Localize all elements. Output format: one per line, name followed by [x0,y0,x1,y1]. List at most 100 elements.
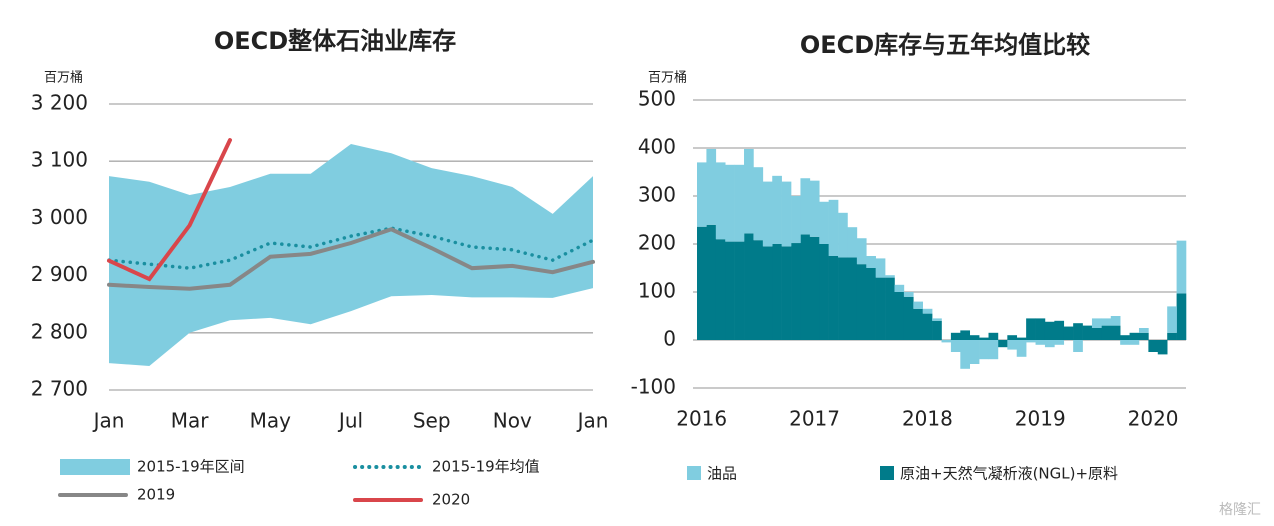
y-tick-label: 200 [638,231,676,255]
y-tick-label: 3 000 [31,205,88,229]
bar [1035,340,1046,345]
y-tick-label: 100 [638,279,676,303]
bar [762,246,773,340]
bar [1016,340,1027,357]
bar [725,241,735,340]
y-tick-label: 2 900 [31,262,88,286]
bar [800,234,811,340]
bar [753,167,764,241]
bar [1157,340,1168,355]
y-tick-label: 500 [638,87,676,111]
bar [706,148,717,225]
bar [1054,320,1065,340]
series-line [107,226,595,270]
bar [922,313,933,340]
bar [1110,316,1121,326]
bar [1007,335,1018,340]
bar [1101,318,1112,326]
bar [800,178,811,235]
bar [1035,318,1046,340]
bar [1176,293,1187,340]
bar [866,268,876,340]
bar [828,199,839,256]
legend-label: 油品 [707,465,737,483]
x-tick-label: 2019 [1015,407,1066,431]
bar [885,277,895,340]
series-line [107,138,232,282]
bar [875,277,886,340]
bar [1026,318,1036,340]
bar [988,332,999,340]
legend-swatch [60,459,130,475]
bar [706,224,717,340]
chart-title: OECD库存与五年均值比较 [800,31,1090,59]
bar [1054,340,1065,345]
bar [941,340,952,343]
bar [838,212,848,258]
bar [856,264,867,340]
bar [866,256,876,268]
bar [1129,340,1140,345]
x-tick-label: May [250,409,292,433]
bar [1091,328,1102,340]
legend-label: 2015-19年区间 [137,458,245,476]
bar [960,340,971,369]
chart-title: OECD整体石油业库存 [214,27,456,55]
x-tick-label: 2017 [789,407,840,431]
bar [950,332,961,340]
bar [1073,340,1083,352]
x-tick-label: Nov [493,409,532,433]
bar [715,162,726,240]
bar [734,241,745,340]
legend-label: 2019 [137,486,175,504]
bar [1120,335,1130,340]
bar [809,180,820,237]
y-tick-label: 400 [638,135,676,159]
range-area [109,144,593,366]
bar [697,162,707,227]
bar [791,196,801,244]
y-tick-label: 2 800 [31,319,88,343]
bar [715,239,726,340]
legend-label: 2020 [432,491,470,509]
y-unit: 百万桶 [44,71,83,86]
bar [744,148,754,234]
x-tick-label: Jan [92,409,125,433]
bar [1148,340,1159,352]
bar [838,257,848,340]
bar [1026,340,1036,343]
bar [979,340,989,360]
legend-label: 原油+天然气凝析液(NGL)+原料 [900,465,1118,483]
x-tick-label: Mar [171,409,210,433]
bar [960,330,971,340]
bar [762,181,773,247]
x-tick-label: Sep [413,409,451,433]
x-tick-label: 2018 [902,407,953,431]
bar [969,335,980,340]
legend-swatch [687,466,701,480]
bar [772,244,782,340]
bar [932,318,942,321]
x-tick-label: Jul [337,409,363,433]
bar [828,256,839,340]
bar [1101,325,1112,340]
bar [932,320,942,340]
y-tick-label: 2 700 [31,377,88,401]
bar [1120,340,1130,345]
bar [753,240,764,340]
bar [988,340,999,360]
y-unit: 百万桶 [648,71,687,86]
bar [1138,332,1149,340]
bar [856,238,867,265]
bar [781,181,792,247]
bar [1129,332,1140,340]
bar [913,308,923,340]
legend-label: 2015-19年均值 [432,458,540,476]
bar [922,308,933,314]
bar [1044,340,1055,348]
bar [847,257,858,340]
bar [969,340,980,364]
bar [809,236,820,340]
bar [819,201,829,244]
